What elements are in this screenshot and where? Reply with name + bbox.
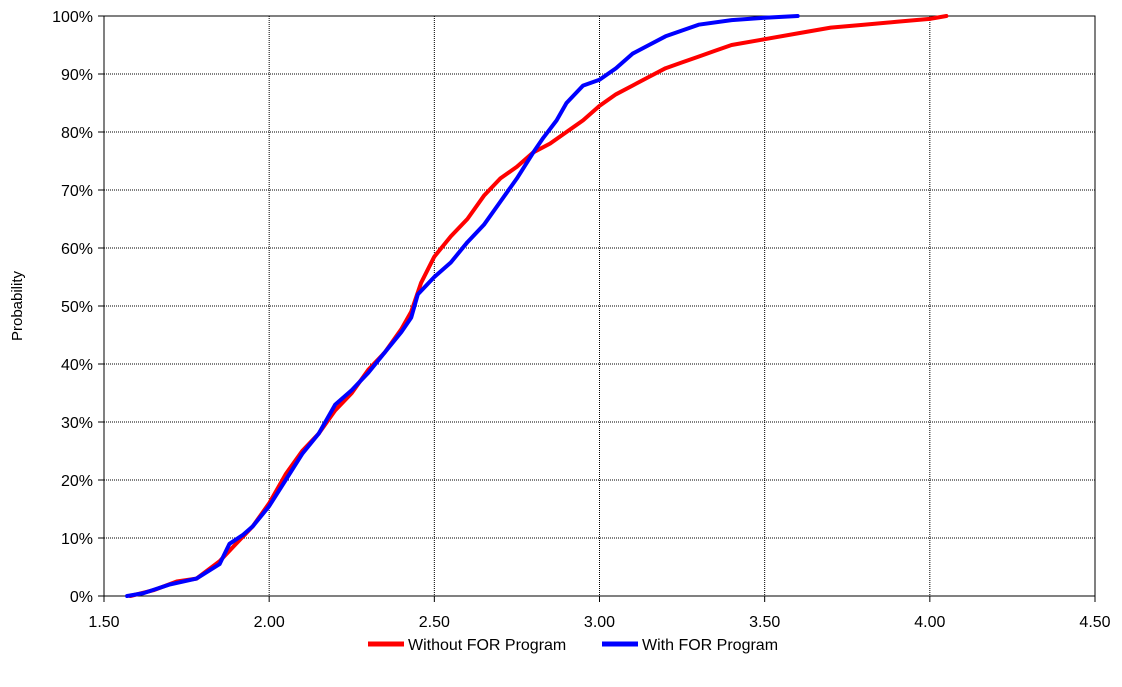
x-tick-label: 4.50 (1079, 614, 1110, 631)
y-tick-label: 0% (70, 589, 93, 606)
y-tick-label: 90% (61, 67, 93, 84)
y-tick-label: 10% (61, 531, 93, 548)
y-tick-label: 60% (61, 241, 93, 258)
y-tick-label: 70% (61, 183, 93, 200)
y-tick-label: 50% (61, 299, 93, 316)
legend-label-0: Without FOR Program (408, 637, 566, 654)
y-axis-title: Probability (9, 270, 26, 341)
x-axis-ticks: 1.50 2.00 2.50 3.00 3.50 4.00 4.50 (88, 596, 1111, 631)
series-lines (125, 14, 949, 598)
x-tick-label: 1.50 (88, 614, 119, 631)
y-axis-ticks: 0% 10% 20% 30% 40% 50% 60% 70% 80% 90% 100% (52, 9, 104, 606)
x-tick-label: 3.00 (584, 614, 615, 631)
y-tick-label: 20% (61, 473, 93, 490)
x-tick-label: 2.50 (419, 614, 450, 631)
legend: Without FOR Program With FOR Program (368, 637, 778, 654)
y-tick-label: 30% (61, 415, 93, 432)
y-tick-label: 100% (52, 9, 93, 26)
y-tick-label: 40% (61, 357, 93, 374)
series-line-1 (125, 14, 800, 598)
legend-label-1: With FOR Program (642, 637, 778, 654)
y-tick-label: 80% (61, 125, 93, 142)
x-tick-label: 2.00 (254, 614, 285, 631)
x-tick-label: 3.50 (749, 614, 780, 631)
gridlines (104, 16, 1095, 596)
x-tick-label: 4.00 (914, 614, 945, 631)
